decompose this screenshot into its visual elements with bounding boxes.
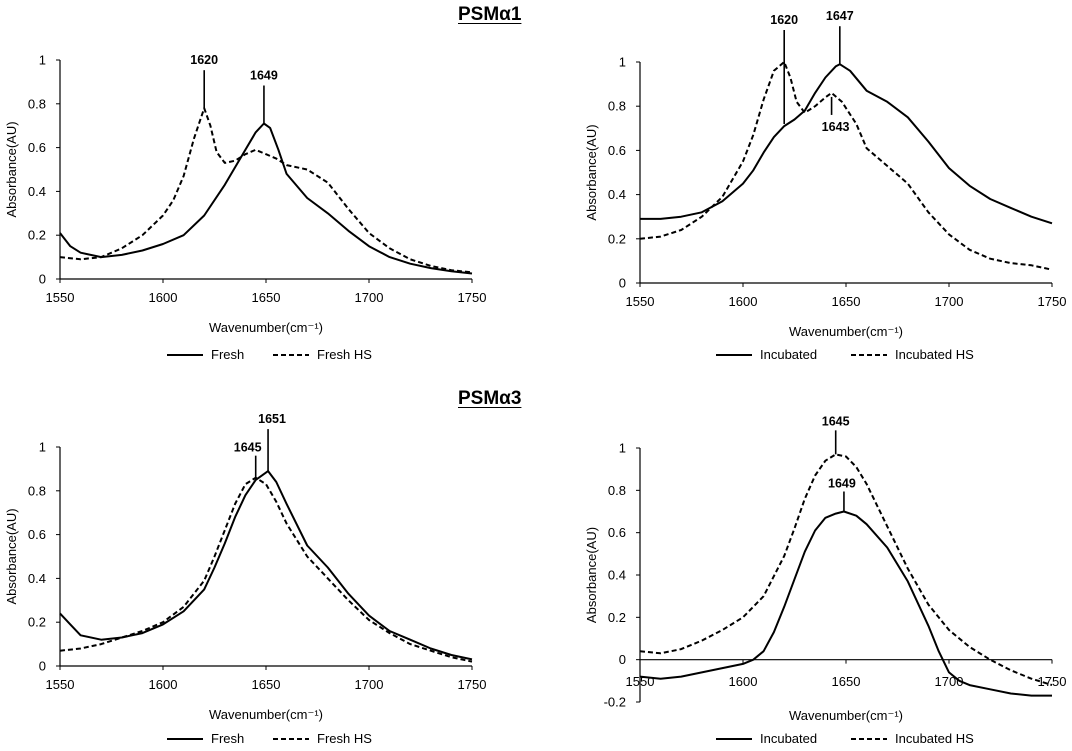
- x-tick-label: 1700: [355, 677, 384, 692]
- x-tick-label: 1650: [832, 674, 861, 689]
- x-tick-label: 1600: [149, 677, 178, 692]
- peak-label-1620: 1620: [190, 53, 218, 67]
- x-tick-label: 1700: [935, 294, 964, 309]
- x-axis-label: Wavenumber(cm⁻¹): [789, 324, 903, 339]
- x-tick-label: 1600: [729, 674, 758, 689]
- legend-label-fresh: Fresh: [211, 731, 244, 746]
- row-title-psma3: PSMα3: [458, 388, 522, 409]
- x-tick-label: 1650: [832, 294, 861, 309]
- y-tick-label: 0.2: [608, 610, 626, 625]
- y-tick-label: 0.8: [608, 99, 626, 114]
- x-axis-label: Wavenumber(cm⁻¹): [209, 320, 323, 335]
- y-tick-label: 0.2: [28, 615, 46, 630]
- y-tick-label: 0: [619, 276, 626, 291]
- x-tick-label: 1550: [46, 677, 75, 692]
- y-axis-label: Absorbance(AU): [4, 121, 19, 217]
- series-line-incubated-hs: [639, 61, 1053, 271]
- x-tick-label: 1750: [458, 677, 487, 692]
- y-tick-label: 0.4: [608, 568, 626, 583]
- peak-label-1647: 1647: [826, 9, 854, 23]
- x-tick-label: 1550: [626, 294, 655, 309]
- series-line-fresh-hs: [59, 476, 473, 663]
- y-axis-label: Absorbance(AU): [584, 527, 599, 623]
- y-tick-label: 0.6: [608, 143, 626, 158]
- series-line-fresh: [59, 470, 473, 661]
- x-tick-label: 1600: [729, 294, 758, 309]
- peak-label-1645: 1645: [822, 414, 850, 428]
- legend-label-incubated-hs: Incubated HS: [895, 347, 974, 362]
- x-tick-label: 1750: [458, 290, 487, 305]
- peak-label-1649: 1649: [250, 69, 278, 83]
- legend-label-incubated: Incubated: [760, 347, 817, 362]
- peak-label-1643: 1643: [822, 120, 850, 134]
- y-tick-label: 0.8: [28, 96, 46, 111]
- series-line-fresh: [59, 122, 473, 275]
- peak-label-1651: 1651: [258, 412, 286, 426]
- legend-label-fresh-hs: Fresh HS: [317, 347, 372, 362]
- y-tick-label: 0: [39, 272, 46, 287]
- series-line-incubated: [640, 63, 1053, 225]
- chart-psma1-fresh: 0 0.2 0.4 0.6 0.8 1 1550 1600 1650 1700 1750 Wavenu…: [4, 53, 486, 363]
- legend-label-fresh-hs: Fresh HS: [317, 731, 372, 746]
- y-tick-label: 0.4: [28, 571, 46, 586]
- x-axis-label: Wavenumber(cm⁻¹): [789, 708, 903, 723]
- chart-psma3-fresh: 0 0.2 0.4 0.6 0.8 1 1550 1600 1650 1700 1750 Wavenu…: [4, 412, 486, 746]
- x-tick-label: 1650: [252, 290, 281, 305]
- series-line-fresh-hs: [59, 107, 473, 274]
- y-tick-label: 0.8: [608, 483, 626, 498]
- legend-label-incubated: Incubated: [760, 731, 817, 746]
- legend-label-incubated-hs: Incubated HS: [895, 731, 974, 746]
- y-tick-label: 0: [619, 652, 626, 667]
- x-tick-label: 1550: [46, 290, 75, 305]
- y-tick-label: 1: [619, 441, 626, 456]
- y-tick-label: 0: [39, 659, 46, 674]
- y-tick-label: 1: [619, 55, 626, 70]
- y-tick-label: 0.6: [28, 527, 46, 542]
- series-line-incubated: [639, 510, 1052, 697]
- y-axis-label: Absorbance(AU): [584, 124, 599, 220]
- x-tick-label: 1700: [355, 290, 384, 305]
- y-tick-label: 1: [39, 440, 46, 455]
- peak-label-1620: 1620: [770, 13, 798, 27]
- x-tick-label: 1750: [1038, 294, 1067, 309]
- chart-psma1-incubated: 0 0.2 0.4 0.6 0.8 1 1550 1600 1650 1700 1750 Wavenu…: [584, 9, 1066, 362]
- x-tick-label: 1750: [1038, 674, 1067, 689]
- x-tick-label: 1650: [252, 677, 281, 692]
- x-axis-label: Wavenumber(cm⁻¹): [209, 707, 323, 722]
- legend-label-fresh: Fresh: [211, 347, 244, 362]
- x-tick-label: 1600: [149, 290, 178, 305]
- peak-label-1645: 1645: [234, 441, 262, 455]
- y-tick-label: 0.4: [608, 187, 626, 202]
- y-axis-label: Absorbance(AU): [4, 508, 19, 604]
- peak-label-1649: 1649: [828, 477, 856, 491]
- y-tick-label: 0.4: [28, 184, 46, 199]
- y-tick-label: 0.2: [608, 231, 626, 246]
- y-tick-label: 0.6: [28, 140, 46, 155]
- y-tick-label: 0.2: [28, 228, 46, 243]
- y-tick-label: -0.2: [604, 695, 626, 710]
- row-title-psma1: PSMα1: [458, 4, 522, 25]
- x-tick-label: 1550: [626, 674, 655, 689]
- y-tick-label: 0.6: [608, 525, 626, 540]
- y-tick-label: 0.8: [28, 483, 46, 498]
- y-tick-label: 1: [39, 53, 46, 68]
